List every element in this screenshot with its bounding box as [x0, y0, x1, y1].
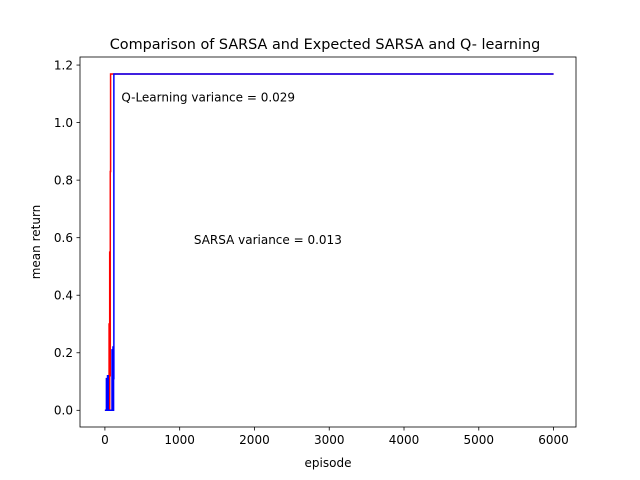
x-tick-label: 3000 — [314, 433, 345, 447]
y-tick-label: 1.2 — [54, 58, 73, 72]
y-tick-label: 0.8 — [54, 173, 73, 187]
y-tick-label: 0.6 — [54, 231, 73, 245]
x-tick-label: 6000 — [538, 433, 569, 447]
series-line-1 — [104, 73, 554, 412]
annotation-text: Q-Learning variance = 0.029 — [121, 91, 295, 105]
x-axis-label: episode — [305, 456, 352, 470]
x-tick-label: 5000 — [464, 433, 495, 447]
plot-frame-background — [80, 57, 576, 427]
y-axis: 0.0 0.2 0.4 0.6 0.8 1.0 1.2 — [54, 58, 80, 418]
y-tick-label: 0.0 — [54, 404, 73, 418]
y-tick-label: 1.0 — [54, 116, 73, 130]
plot-area: Q-Learning variance = 0.029 SARSA varianc… — [79, 56, 577, 428]
y-tick-label: 0.2 — [54, 346, 73, 360]
series-layer — [104, 73, 554, 412]
plot-frame — [79, 56, 577, 428]
x-axis: 0 1000 2000 3000 4000 5000 6000 — [101, 427, 569, 447]
y-tick-label: 0.4 — [54, 289, 73, 303]
x-tick-label: 1000 — [164, 433, 195, 447]
y-axis-label: mean return — [29, 205, 43, 280]
chart-title: Comparison of SARSA and Expected SARSA a… — [110, 37, 541, 53]
annotation-text: SARSA variance = 0.013 — [194, 233, 342, 247]
x-tick-label: 4000 — [389, 433, 420, 447]
x-tick-label: 0 — [101, 433, 109, 447]
annotation-layer: Q-Learning variance = 0.029 SARSA varianc… — [121, 91, 341, 247]
x-tick-label: 2000 — [239, 433, 270, 447]
